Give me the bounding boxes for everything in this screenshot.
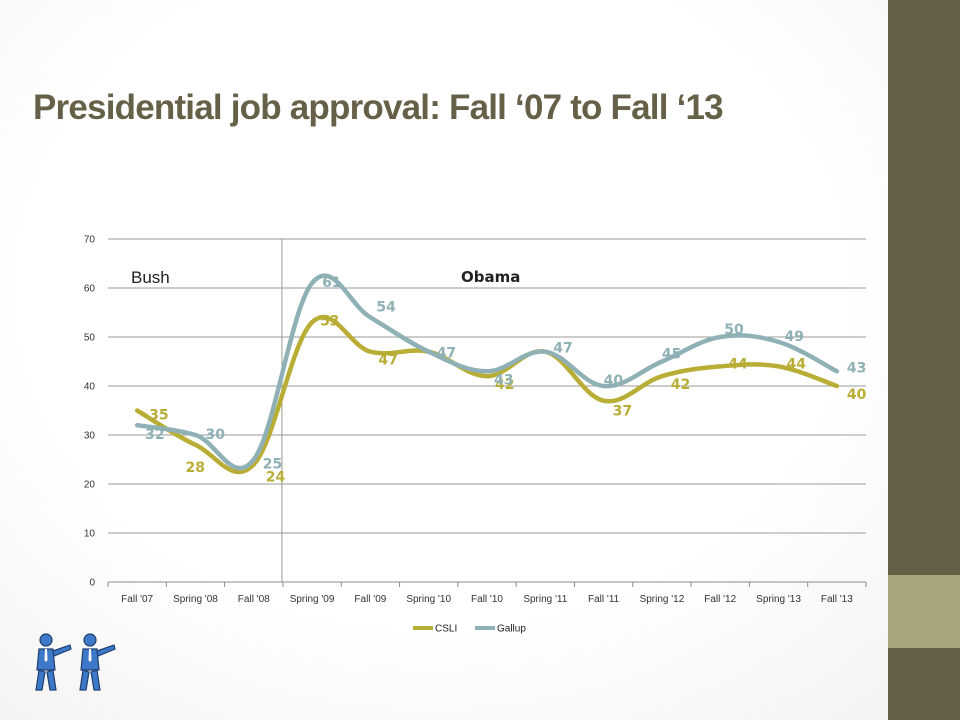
data-label: 43 (494, 372, 513, 388)
annotation-bush: Bush (131, 268, 170, 287)
x-tick-label: Fall '13 (821, 594, 853, 605)
data-label: 49 (785, 329, 804, 345)
y-tick-label: 10 (84, 529, 96, 540)
data-label: 47 (437, 346, 456, 362)
data-label: 61 (322, 275, 341, 291)
y-tick-label: 0 (89, 578, 95, 589)
data-label: 54 (376, 299, 396, 315)
data-label: 40 (604, 373, 624, 389)
data-label: 42 (495, 377, 514, 393)
data-labels: 35 28 24 53 47 42 37 42 44 44 40 32 30 25 61 54 47 43 47 40… (145, 275, 866, 485)
side-bar-bottom (888, 648, 960, 720)
data-label: 25 (263, 457, 282, 473)
data-label: 37 (613, 404, 632, 420)
businessman-figure-icon (79, 633, 116, 691)
x-tick-label: Fall '12 (704, 594, 736, 605)
y-tick-label: 40 (84, 382, 96, 393)
data-label: 53 (320, 313, 339, 329)
legend-label: CSLI (435, 624, 457, 635)
series-line-gallup (134, 273, 840, 471)
data-label: 47 (378, 353, 397, 369)
side-bar-top (888, 0, 960, 575)
y-tick-label: 70 (84, 235, 96, 246)
y-tick-label: 20 (84, 480, 96, 491)
data-label: 35 (149, 408, 168, 424)
chart-legend: CSLI Gallup (413, 624, 526, 635)
x-tick-label: Fall '10 (471, 594, 503, 605)
y-tick-label: 30 (84, 431, 96, 442)
data-label: 44 (728, 356, 748, 372)
data-label: 45 (662, 347, 681, 363)
data-label: 44 (787, 356, 807, 372)
data-label: 28 (185, 460, 204, 476)
x-tick-label: Fall '09 (354, 594, 386, 605)
data-label: 42 (671, 377, 690, 393)
businessman-figure-icon (35, 633, 72, 691)
gridlines (108, 238, 866, 583)
annotation-obama: Obama (461, 268, 520, 286)
data-label: 30 (205, 427, 225, 443)
data-label: 40 (847, 387, 867, 403)
data-label: 47 (553, 341, 572, 357)
x-tick-label: Spring '09 (290, 594, 335, 605)
x-tick-label: Fall '07 (121, 594, 153, 605)
x-tick-label: Fall '11 (588, 594, 620, 605)
y-tick-label: 60 (84, 284, 96, 295)
legend-label: Gallup (497, 624, 526, 635)
side-bar-accent (888, 575, 960, 648)
x-tick-label: Spring '10 (406, 594, 451, 605)
x-tick-label: Spring '13 (756, 594, 801, 605)
x-tick-label: Spring '11 (523, 594, 567, 605)
x-tick-label: Spring '08 (173, 594, 218, 605)
slide-title: Presidential job approval: Fall ‘07 to F… (33, 88, 724, 127)
data-label: 43 (847, 360, 866, 376)
series-line-csli (134, 314, 840, 475)
annotations: Bush Obama (131, 268, 520, 287)
y-tick-label: 50 (84, 333, 96, 344)
axes: 0 10 20 30 40 50 60 70 Fall '07 Spring '08 Fall '0… (84, 235, 867, 605)
x-tick-label: Spring '12 (640, 594, 685, 605)
data-label: 24 (266, 469, 286, 485)
series-lines (134, 273, 840, 475)
data-label: 50 (724, 322, 744, 338)
data-label: 32 (145, 427, 164, 443)
x-tick-label: Fall '08 (238, 594, 270, 605)
approval-line-chart: 0 10 20 30 40 50 60 70 Fall '07 Spring '08 Fall '0… (84, 235, 867, 635)
pointing-businessman-icon (35, 633, 116, 691)
